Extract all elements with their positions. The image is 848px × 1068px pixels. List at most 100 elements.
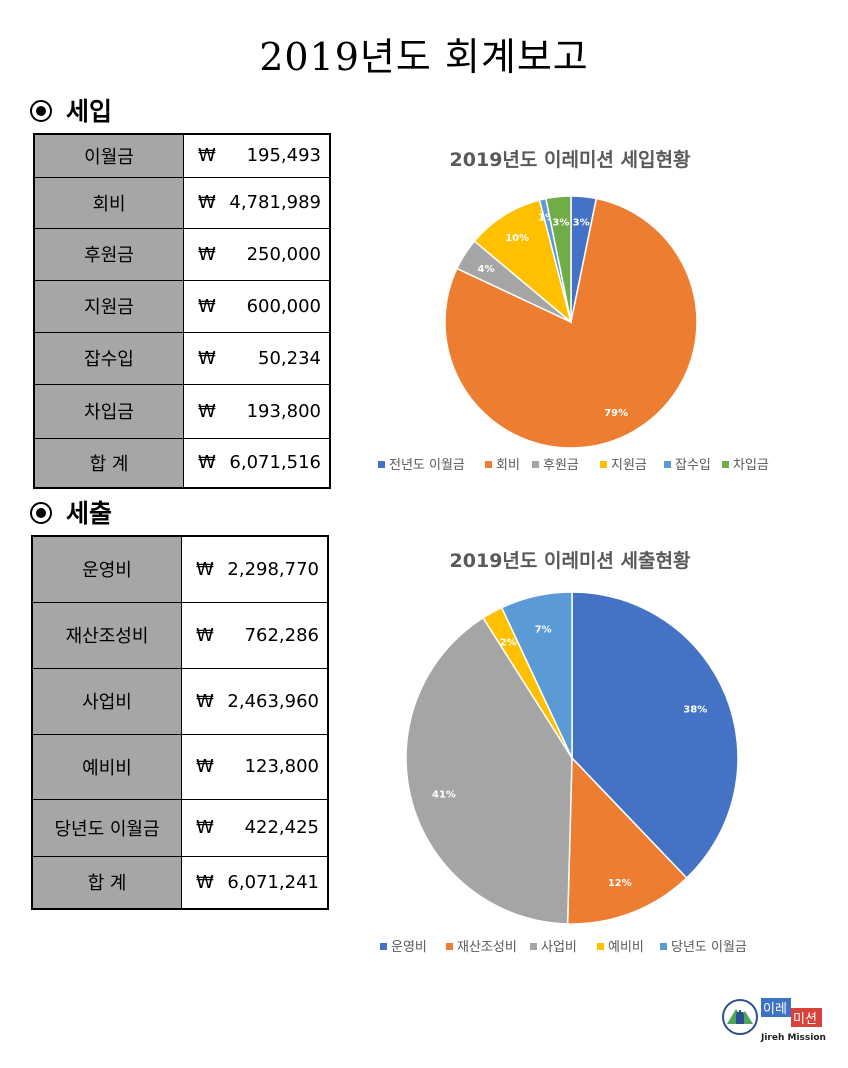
- amount: 2,298,770: [227, 558, 319, 580]
- amount: 762,286: [244, 624, 319, 646]
- legend-entry: 당년도 이월금: [671, 940, 747, 955]
- amount: 123,800: [244, 756, 319, 777]
- currency-symbol: ₩: [198, 192, 216, 213]
- expense-table: 운영비 ₩2,298,770 재산조성비 ₩762,286 사업비 ₩2,463,960 예…: [31, 535, 329, 910]
- currency-symbol: ₩: [196, 871, 214, 893]
- logo-text-top: 이레: [763, 1002, 787, 1017]
- amount: 193,800: [246, 400, 321, 422]
- currency-symbol: ₩: [198, 145, 216, 167]
- legend-entry: 차입금: [733, 458, 769, 473]
- legend-entry: 재산조성비: [457, 940, 517, 955]
- income-value: ₩6,071,516: [183, 437, 331, 489]
- income-row: 잡수입 ₩50,234: [33, 331, 331, 385]
- pie-slice: [500, 591, 573, 759]
- jireh-mission-logo: 이레 미션 Jireh Mission: [722, 998, 826, 1043]
- slice-label: 38%: [683, 705, 707, 716]
- legend-swatch: [600, 461, 607, 468]
- expense-value: ₩422,425: [181, 798, 329, 857]
- expense-value: ₩2,463,960: [181, 667, 329, 735]
- amount: 4,781,989: [229, 192, 321, 213]
- currency-symbol: ₩: [196, 558, 214, 580]
- amount: 50,234: [258, 347, 321, 369]
- page-title: 2019년도 회계보고: [259, 35, 589, 79]
- income-value: ₩4,781,989: [183, 176, 331, 229]
- amount: 600,000: [246, 295, 321, 317]
- currency-symbol: ₩: [198, 400, 216, 422]
- legend-swatch: [664, 461, 671, 468]
- income-value: ₩195,493: [183, 133, 331, 178]
- income-label: 합 계: [33, 437, 184, 489]
- expense-row: 당년도 이월금 ₩422,425: [31, 798, 329, 857]
- amount: 6,071,516: [229, 452, 321, 474]
- radio-bullet-icon: [30, 501, 52, 524]
- currency-symbol: ₩: [196, 756, 214, 777]
- pie-slice: [444, 197, 698, 449]
- legend-swatch: [485, 461, 492, 468]
- amount: 2,463,960: [227, 690, 319, 712]
- income-row: 지원금 ₩600,000: [33, 279, 331, 333]
- amount: 250,000: [246, 243, 321, 265]
- income-row: 합 계 ₩6,071,516: [33, 437, 331, 489]
- expense-row: 합 계 ₩6,071,241: [31, 855, 329, 910]
- expense-row: 재산조성비 ₩762,286: [31, 601, 329, 669]
- legend-swatch: [722, 461, 729, 468]
- currency-symbol: ₩: [198, 452, 216, 474]
- legend-swatch: [530, 943, 537, 950]
- expense-value: ₩123,800: [181, 733, 329, 800]
- expense-label: 재산조성비: [31, 601, 182, 669]
- legend-entry: 지원금: [611, 458, 647, 473]
- income-label: 회비: [33, 176, 184, 229]
- legend-entry: 사업비: [541, 940, 577, 955]
- expense-value: ₩762,286: [181, 601, 329, 669]
- legend-entry: 운영비: [391, 940, 427, 955]
- expense-row: 예비비 ₩123,800: [31, 733, 329, 800]
- legend-entry: 후원금: [543, 458, 579, 473]
- legend-swatch: [597, 943, 604, 950]
- amount: 6,071,241: [227, 871, 319, 893]
- income-row: 후원금 ₩250,000: [33, 227, 331, 281]
- currency-symbol: ₩: [198, 295, 216, 317]
- slice-label: 3%: [552, 218, 569, 229]
- pie-slice: [566, 756, 688, 925]
- chart-title: 2019년도 이레미션 세출현황: [450, 549, 691, 572]
- slice-label: 2%: [500, 638, 517, 649]
- expense-label: 합 계: [31, 855, 182, 910]
- legend-entry: 전년도 이월금: [389, 458, 465, 473]
- legend-swatch: [446, 943, 453, 950]
- income-value: ₩600,000: [183, 279, 331, 333]
- income-label: 이월금: [33, 133, 184, 178]
- currency-symbol: ₩: [198, 243, 216, 265]
- legend-swatch: [378, 461, 385, 468]
- income-row: 이월금 ₩195,493: [33, 133, 331, 178]
- income-value: ₩250,000: [183, 227, 331, 281]
- pie-slice: [405, 616, 573, 925]
- expense-row: 사업비 ₩2,463,960: [31, 667, 329, 735]
- income-heading: 세입: [30, 92, 112, 128]
- expense-heading: 세출: [30, 494, 112, 530]
- amount: 195,493: [246, 145, 321, 167]
- legend-entry: 회비: [496, 458, 520, 473]
- pie-slice: [545, 195, 572, 323]
- currency-symbol: ₩: [196, 817, 214, 838]
- income-value: ₩50,234: [183, 331, 331, 385]
- income-heading-text: 세입: [66, 97, 113, 126]
- legend-entry: 예비비: [608, 940, 644, 955]
- slice-label: 12%: [608, 878, 632, 889]
- slice-label: 41%: [432, 789, 456, 800]
- expense-label: 사업비: [31, 667, 182, 735]
- logo-caption: Jireh Mission: [760, 1033, 826, 1043]
- slice-label: 10%: [505, 233, 529, 244]
- slice-label: 79%: [604, 408, 628, 419]
- expense-label: 당년도 이월금: [31, 798, 182, 857]
- slice-label: 1%: [538, 212, 555, 223]
- expense-label: 예비비: [31, 733, 182, 800]
- legend-swatch: [380, 943, 387, 950]
- expense-value: ₩2,298,770: [181, 535, 329, 603]
- income-row: 차입금 ₩193,800: [33, 383, 331, 439]
- income-row: 회비 ₩4,781,989: [33, 176, 331, 229]
- income-label: 잡수입: [33, 331, 184, 385]
- amount: 422,425: [244, 817, 319, 838]
- income-table: 이월금 ₩195,493 회비 ₩4,781,989 후원금 ₩250,000 지원금 ₩60…: [33, 133, 331, 489]
- income-label: 차입금: [33, 383, 184, 439]
